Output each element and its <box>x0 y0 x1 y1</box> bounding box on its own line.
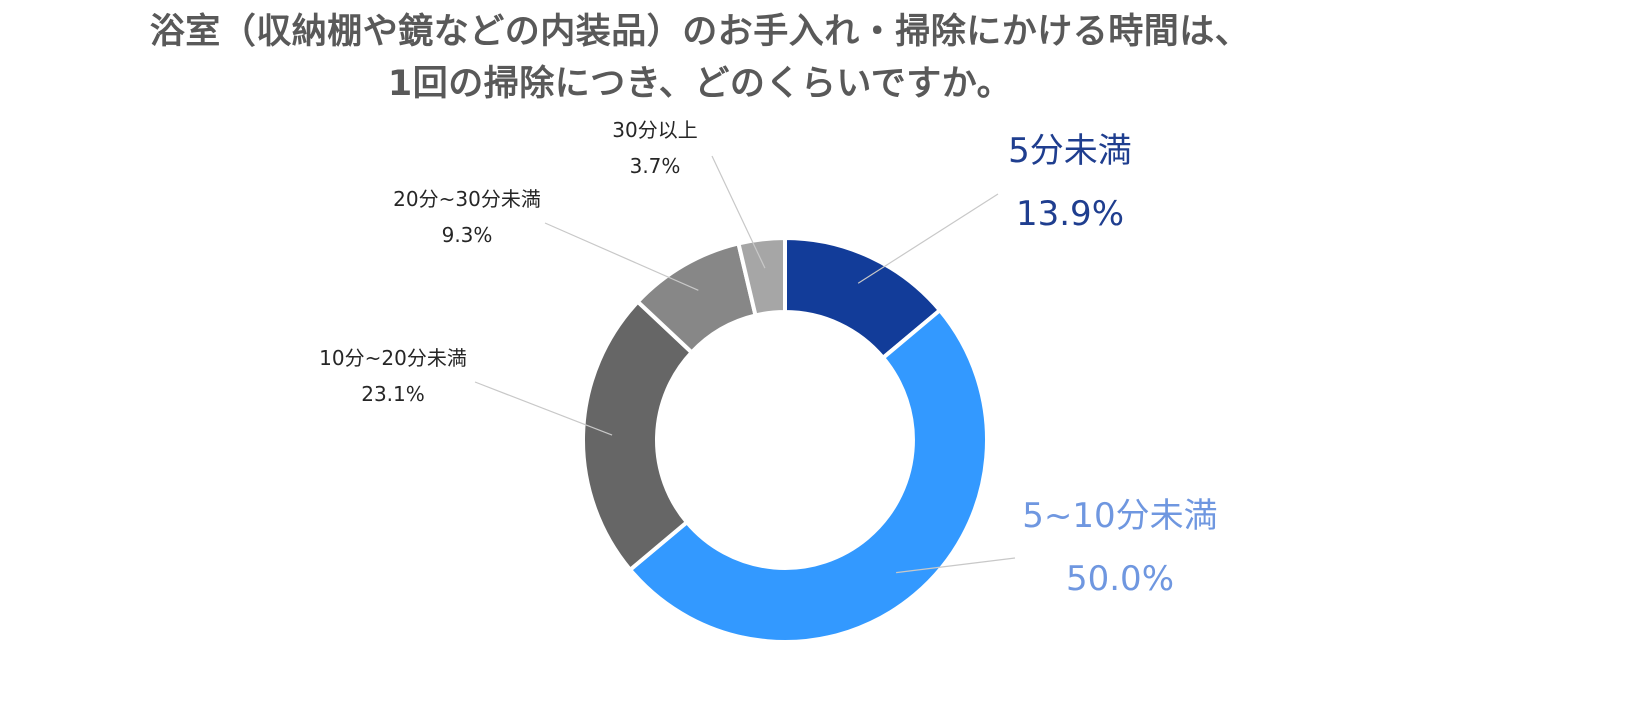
slice-label-0: 5分未満 <box>1008 131 1132 171</box>
slice-value-0: 13.9% <box>1016 194 1124 234</box>
slice-1 <box>627 307 989 644</box>
leader-line-3 <box>544 222 699 291</box>
slice-labels: 5分未満 13.9% 5~10分未満 50.0% 10分~20分未満 23.1% 20分~3… <box>319 118 1218 599</box>
slice-value-4: 3.7% <box>630 154 681 178</box>
chart-title: 浴室（収納棚や鏡などの内装品）のお手入れ・掃除にかける時間は、 1回の掃除につき… <box>0 6 1400 110</box>
chart-title-line-2: 1回の掃除につき、どのくらいですか。 <box>387 64 1013 104</box>
slice-label-1: 5~10分未満 <box>1022 496 1217 536</box>
slice-value-1: 50.0% <box>1066 559 1174 599</box>
slice-label-4: 30分以上 <box>612 118 697 142</box>
chart-title-line-1: 浴室（収納棚や鏡などの内装品）のお手入れ・掃除にかける時間は、 <box>149 12 1251 52</box>
slice-4 <box>736 235 787 318</box>
leader-line-1 <box>896 557 1016 574</box>
slices-group <box>581 235 989 644</box>
slice-label-2: 10分~20分未満 <box>319 346 467 370</box>
slice-value-2: 23.1% <box>361 382 425 406</box>
leader-line-4 <box>711 155 766 269</box>
slice-2 <box>581 298 695 573</box>
leader-line-2 <box>474 381 613 436</box>
leader-line-0 <box>857 193 999 284</box>
slice-label-3: 20分~30分未満 <box>393 187 541 211</box>
slice-value-3: 9.3% <box>442 223 493 247</box>
leader-lines <box>474 155 1016 574</box>
